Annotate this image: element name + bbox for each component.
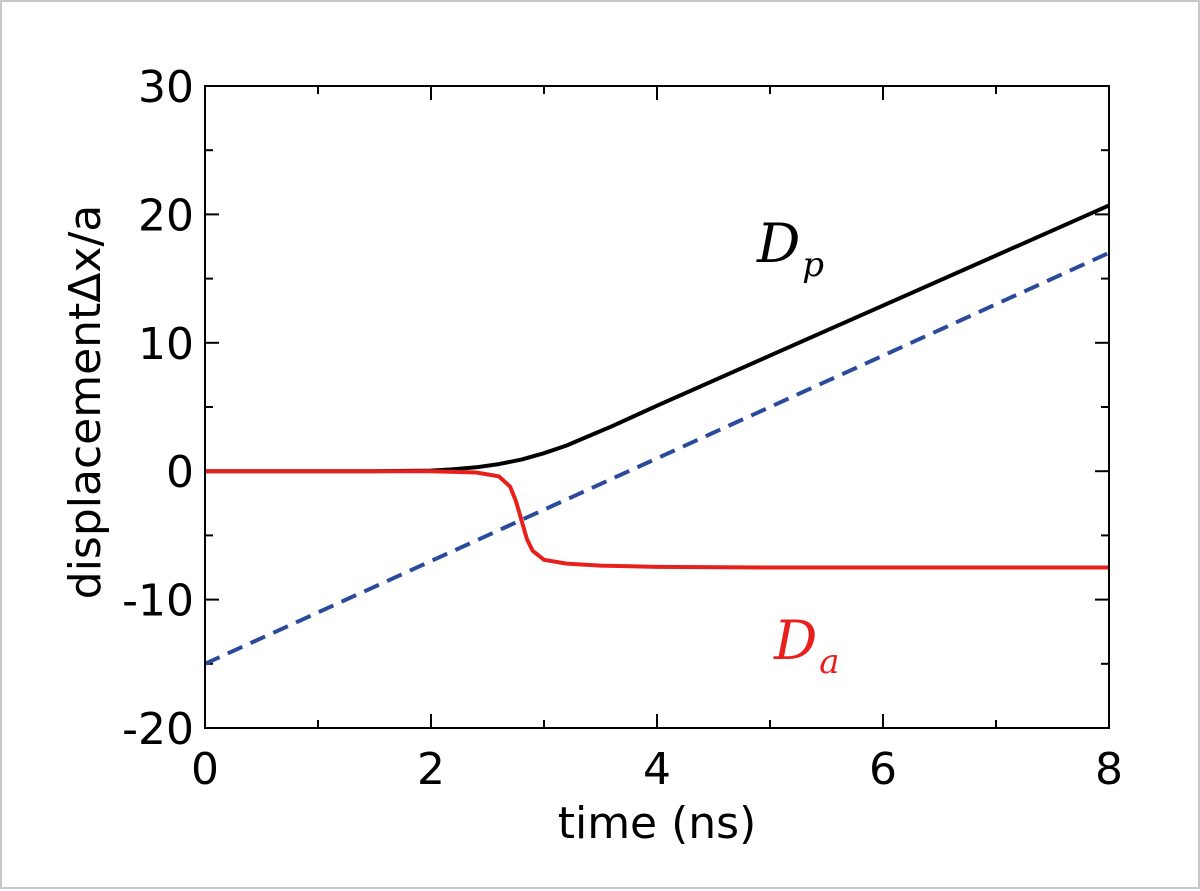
series-label-dp-sub: p xyxy=(802,245,824,285)
series-lines xyxy=(204,203,1110,666)
y-tick-label: -20 xyxy=(122,704,194,755)
series-label-dp-main: D xyxy=(756,212,800,275)
x-tick-label: 8 xyxy=(1095,744,1123,795)
series-line-0 xyxy=(205,203,1110,474)
y-tick-label: 10 xyxy=(138,319,194,370)
y-tick-label: 0 xyxy=(166,447,194,498)
y-tick-label: 20 xyxy=(138,190,194,241)
x-tick-label: 4 xyxy=(643,744,671,795)
x-tick-label: 2 xyxy=(417,744,445,795)
series-line-2 xyxy=(204,251,1110,666)
series-label-da-main: D xyxy=(773,609,817,672)
y-tick-label: -10 xyxy=(122,576,194,627)
x-tick-label: 6 xyxy=(869,744,897,795)
series-label-da: Da xyxy=(773,609,840,682)
series-line-1 xyxy=(205,469,1109,570)
y-tick-label: 30 xyxy=(138,62,194,113)
y-axis-title: displacementΔx/a xyxy=(60,205,111,599)
tick-labels: 0 2 4 6 8 -20 -10 0 10 20 30 xyxy=(122,62,1123,795)
x-tick-label: 0 xyxy=(191,744,219,795)
series-label-da-sub: a xyxy=(819,642,839,682)
plot-area-frame xyxy=(204,85,1110,729)
x-axis-title: time (ns) xyxy=(558,798,757,849)
series-label-dp: Dp xyxy=(756,212,824,285)
